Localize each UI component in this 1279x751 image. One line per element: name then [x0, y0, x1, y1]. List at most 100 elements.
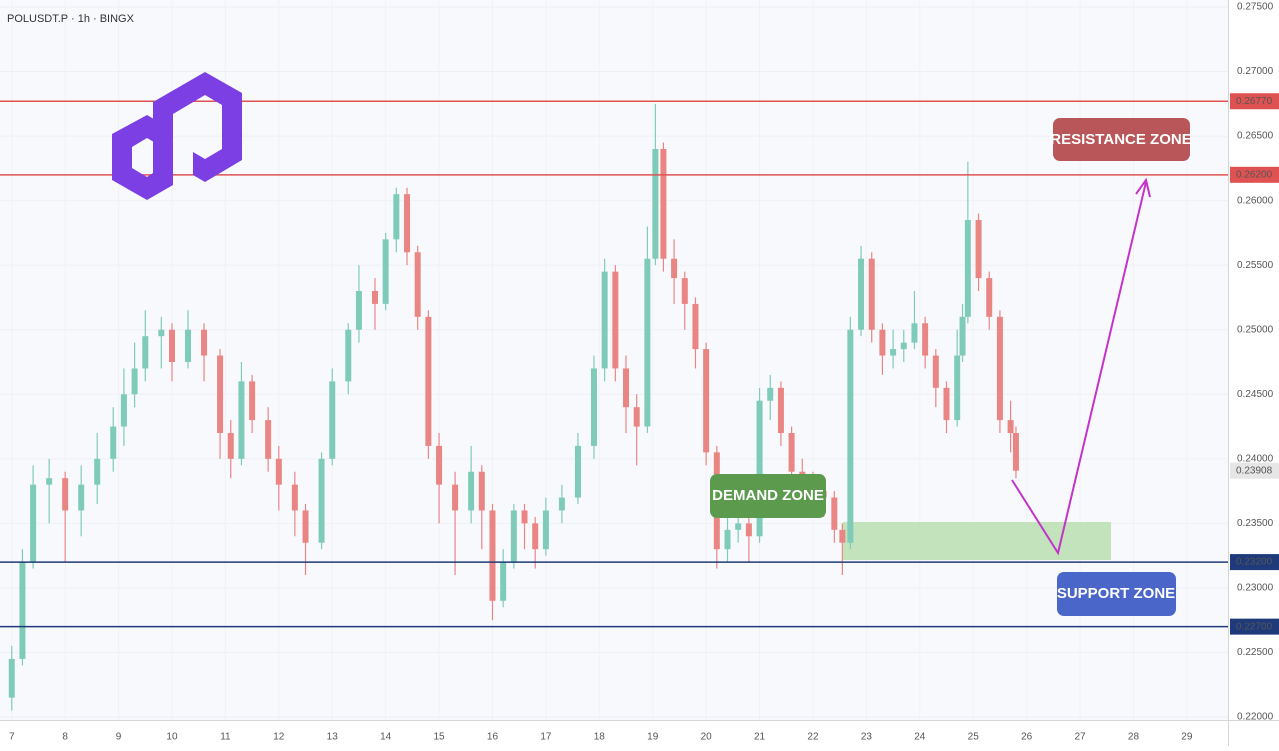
demand-area [843, 522, 1111, 560]
y-tick-label: 0.25500 [1237, 260, 1274, 271]
candle-body [500, 562, 507, 601]
level-tag [1230, 166, 1279, 183]
candle-body [249, 381, 256, 421]
candle-body [996, 316, 1003, 421]
x-tick-label: 12 [273, 732, 285, 743]
x-tick-label: 23 [861, 732, 873, 743]
candle-body [110, 426, 117, 459]
candle-body [217, 355, 224, 433]
candle-body [510, 510, 517, 563]
y-tick-label: 0.27000 [1237, 66, 1274, 77]
candle-body [120, 394, 127, 427]
candle-body [788, 433, 795, 472]
y-tick-label: 0.22000 [1237, 712, 1274, 723]
y-tick-label: 0.23500 [1237, 518, 1274, 529]
candle-body [291, 484, 298, 511]
level-tag [1230, 618, 1279, 635]
candle-body [623, 368, 630, 408]
candle-body [265, 420, 272, 459]
candle-body [847, 329, 854, 543]
candle-body [756, 400, 763, 537]
resistance-zone-label: RESISTANCE ZONE [1050, 131, 1191, 148]
candle-body [574, 445, 581, 498]
y-tick-label: 0.27500 [1237, 2, 1274, 13]
candle-body [831, 497, 838, 530]
candle-body [858, 258, 865, 330]
candle-body [644, 258, 651, 427]
candle-body [558, 497, 565, 511]
candle-body [735, 523, 742, 530]
candle-body [158, 329, 165, 337]
candle-body [302, 510, 309, 543]
candle-body [932, 355, 939, 388]
candle-body [1012, 433, 1019, 471]
candle-body [8, 658, 15, 698]
candle-body [355, 291, 362, 330]
x-tick-label: 16 [487, 732, 499, 743]
candle-body [542, 510, 549, 550]
candle-body [318, 458, 325, 543]
x-tick-label: 15 [434, 732, 446, 743]
candle-body [382, 239, 389, 304]
x-tick-label: 10 [166, 732, 178, 743]
candle-body [868, 258, 875, 330]
grid [0, 0, 1228, 720]
y-tick-label: 0.26000 [1237, 195, 1274, 206]
x-tick-label: 13 [327, 732, 339, 743]
x-tick-label: 8 [62, 732, 68, 743]
candle-body [425, 316, 432, 446]
candle-body [201, 329, 208, 356]
y-tick-label: 0.22500 [1237, 647, 1274, 658]
candle-body [922, 323, 929, 356]
arrow-head [1135, 177, 1151, 198]
candle-body [19, 562, 26, 659]
candle-body [692, 303, 699, 350]
candle-body [345, 329, 352, 382]
x-tick-label: 9 [116, 732, 122, 743]
x-tick-label: 11 [220, 732, 231, 743]
y-tick-label: 0.24500 [1237, 389, 1274, 400]
candle-body [879, 329, 886, 356]
x-tick-label: 25 [968, 732, 980, 743]
candle-body [30, 484, 37, 563]
candle-body [329, 381, 336, 459]
candle-body [986, 278, 993, 317]
candle-body [62, 478, 69, 511]
candle-body [78, 484, 85, 511]
x-tick-label: 17 [540, 732, 552, 743]
candle-body [468, 471, 475, 511]
candle-body [168, 329, 175, 362]
candle-body [612, 271, 619, 369]
candle-body [890, 349, 897, 356]
x-tick-label: 22 [807, 732, 819, 743]
candle-body [521, 510, 528, 524]
candle-body [681, 278, 688, 304]
candle-body [975, 220, 982, 279]
candle-body [724, 529, 731, 550]
candle-body [478, 471, 485, 511]
candle-body [275, 458, 282, 485]
x-tick-label: 7 [9, 732, 15, 743]
axis-labels: 0.22000 0.22500 0.23000 0.23500 0.24000 0.245… [9, 2, 1279, 743]
y-tick-label: 0.24000 [1237, 453, 1274, 464]
candle-body [185, 329, 192, 362]
x-tick-label: 26 [1021, 732, 1033, 743]
level-tag-label: 0.26770 [1236, 96, 1273, 107]
candle-body [227, 433, 234, 459]
candle-body [436, 445, 443, 485]
x-tick-label: 19 [647, 732, 659, 743]
candle-body [767, 387, 774, 401]
candle-body [839, 529, 846, 543]
x-tick-label: 21 [754, 732, 766, 743]
candle-body [371, 291, 378, 304]
candle-body [94, 458, 101, 485]
demand-zone-label: DEMAND ZONE [712, 487, 824, 504]
candle-body [532, 523, 539, 550]
last-price-label: 0.23908 [1236, 465, 1273, 476]
time-axis [0, 720, 1279, 746]
x-tick-label: 20 [701, 732, 713, 743]
level-tag-label: 0.26200 [1236, 169, 1273, 180]
candle-body [131, 368, 138, 395]
